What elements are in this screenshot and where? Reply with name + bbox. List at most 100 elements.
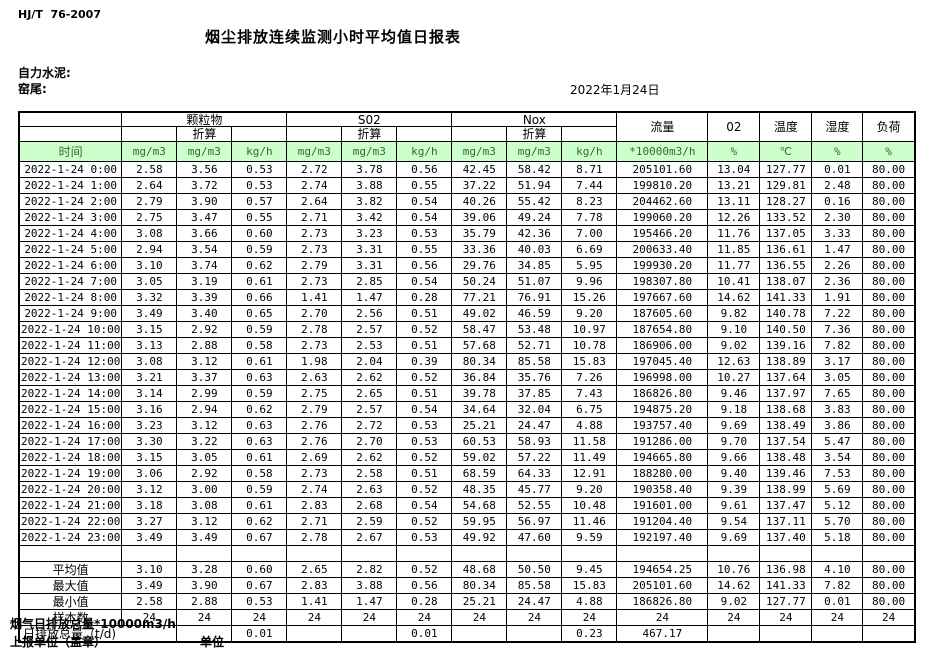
value-cell: 10.27 — [707, 369, 761, 386]
empty-cell — [396, 545, 453, 562]
value-cell: 77.21 — [451, 289, 508, 306]
value-cell: 80.00 — [862, 273, 916, 290]
value-cell: 0.54 — [396, 209, 453, 226]
summary-value-cell: 0.56 — [396, 577, 453, 594]
empty-cell — [231, 545, 288, 562]
summary-value-cell: 0.53 — [231, 593, 288, 610]
value-cell: 9.02 — [707, 337, 761, 354]
value-cell: 0.60 — [231, 225, 288, 242]
value-cell: 12.26 — [707, 209, 761, 226]
value-cell: 2.79 — [286, 257, 343, 274]
value-cell: 0.61 — [231, 449, 288, 466]
data-row: 2022-1-24 23:00 3.49 3.49 0.67 2.78 2.67 0.53 4… — [18, 529, 916, 546]
value-cell: 2.83 — [286, 497, 343, 514]
value-cell: 9.59 — [561, 529, 618, 546]
value-cell: 9.66 — [707, 449, 761, 466]
value-cell: 141.33 — [759, 289, 813, 306]
value-cell: 9.69 — [707, 529, 761, 546]
unit-label: 单位 — [200, 635, 225, 649]
value-cell: 24.47 — [506, 417, 563, 434]
value-cell: 29.76 — [451, 257, 508, 274]
value-cell: 2.73 — [286, 273, 343, 290]
monitoring-data-table: 颗粒物 S02 Nox 流量 02 温度 湿度 负荷 折算 折算 折算 时间 m… — [18, 111, 916, 643]
value-cell: 0.39 — [396, 353, 453, 370]
value-cell: 2.63 — [341, 481, 398, 498]
value-cell: 3.56 — [176, 161, 233, 178]
standard-code: HJ/T 76-2007 — [18, 8, 101, 21]
value-cell: 192197.40 — [616, 529, 709, 546]
summary-value-cell: 1.41 — [286, 593, 343, 610]
value-cell: 190358.40 — [616, 481, 709, 498]
value-cell: 9.54 — [707, 513, 761, 530]
value-cell: 0.53 — [396, 417, 453, 434]
value-cell: 2.71 — [286, 209, 343, 226]
summary-value-cell: 25.21 — [451, 593, 508, 610]
value-cell: 2.63 — [286, 369, 343, 386]
value-cell: 80.00 — [862, 385, 916, 402]
empty-cell — [341, 545, 398, 562]
value-cell: 0.52 — [396, 369, 453, 386]
value-cell: 3.27 — [121, 513, 178, 530]
value-cell: 11.77 — [707, 257, 761, 274]
summary-value-cell: 24 — [286, 609, 343, 626]
value-cell: 0.54 — [396, 273, 453, 290]
time-cell: 2022-1-24 15:00 — [18, 401, 123, 418]
time-cell: 2022-1-24 0:00 — [18, 161, 123, 178]
summary-row: 最大值 3.49 3.90 0.67 2.83 3.88 0.56 80.34 85.58 15.… — [18, 577, 916, 594]
value-cell: 3.08 — [121, 353, 178, 370]
data-row: 2022-1-24 13:00 3.21 3.37 0.63 2.63 2.62 0.52 3… — [18, 369, 916, 386]
value-cell: 2.78 — [286, 529, 343, 546]
value-cell: 53.48 — [506, 321, 563, 338]
data-row: 2022-1-24 20:00 3.12 3.00 0.59 2.74 2.63 0.52 4… — [18, 481, 916, 498]
value-cell: 0.53 — [396, 225, 453, 242]
company-name: 自力水泥: — [18, 66, 71, 80]
value-cell: 136.55 — [759, 257, 813, 274]
flue-gas-total-note: 烟气日排放总量*10000m3/h — [10, 617, 176, 631]
data-row: 2022-1-24 5:00 2.94 3.54 0.59 2.73 3.31 0.55 33… — [18, 241, 916, 258]
empty-cell — [231, 126, 288, 142]
value-cell: 2.64 — [286, 193, 343, 210]
value-cell: 0.16 — [811, 193, 864, 210]
value-cell: 0.59 — [231, 385, 288, 402]
empty-cell — [121, 126, 178, 142]
value-cell: 9.40 — [707, 465, 761, 482]
value-cell: 39.06 — [451, 209, 508, 226]
value-cell: 138.99 — [759, 481, 813, 498]
time-cell: 2022-1-24 8:00 — [18, 289, 123, 306]
value-cell: 34.64 — [451, 401, 508, 418]
value-cell: 0.01 — [811, 161, 864, 178]
value-cell: 9.69 — [707, 417, 761, 434]
value-cell: 4.88 — [561, 417, 618, 434]
summary-value-cell: 80.00 — [862, 577, 916, 594]
value-cell: 7.26 — [561, 369, 618, 386]
value-cell: 80.00 — [862, 193, 916, 210]
value-cell: 35.76 — [506, 369, 563, 386]
value-cell: 7.36 — [811, 321, 864, 338]
value-cell: 9.20 — [561, 305, 618, 322]
value-cell: 2.62 — [341, 369, 398, 386]
value-cell: 35.79 — [451, 225, 508, 242]
value-cell: 5.95 — [561, 257, 618, 274]
value-cell: 3.08 — [121, 225, 178, 242]
value-cell: 3.18 — [121, 497, 178, 514]
report-date: 2022年1月24日 — [570, 83, 660, 97]
summary-value-cell — [759, 625, 813, 643]
value-cell: 1.98 — [286, 353, 343, 370]
value-cell: 197667.60 — [616, 289, 709, 306]
unit-cell: kg/h — [561, 141, 618, 162]
empty-cell — [451, 126, 508, 142]
value-cell: 199810.20 — [616, 177, 709, 194]
unit-cell: mg/m3 — [176, 141, 233, 162]
value-cell: 2.71 — [286, 513, 343, 530]
summary-value-cell: 24 — [811, 609, 864, 626]
summary-value-cell: 24 — [231, 609, 288, 626]
value-cell: 0.54 — [396, 497, 453, 514]
value-cell: 12.63 — [707, 353, 761, 370]
empty-cell — [18, 545, 123, 562]
value-cell: 2.73 — [286, 241, 343, 258]
value-cell: 9.46 — [707, 385, 761, 402]
empty-cell — [396, 126, 453, 142]
value-cell: 7.65 — [811, 385, 864, 402]
value-cell: 48.35 — [451, 481, 508, 498]
value-cell: 1.47 — [341, 289, 398, 306]
